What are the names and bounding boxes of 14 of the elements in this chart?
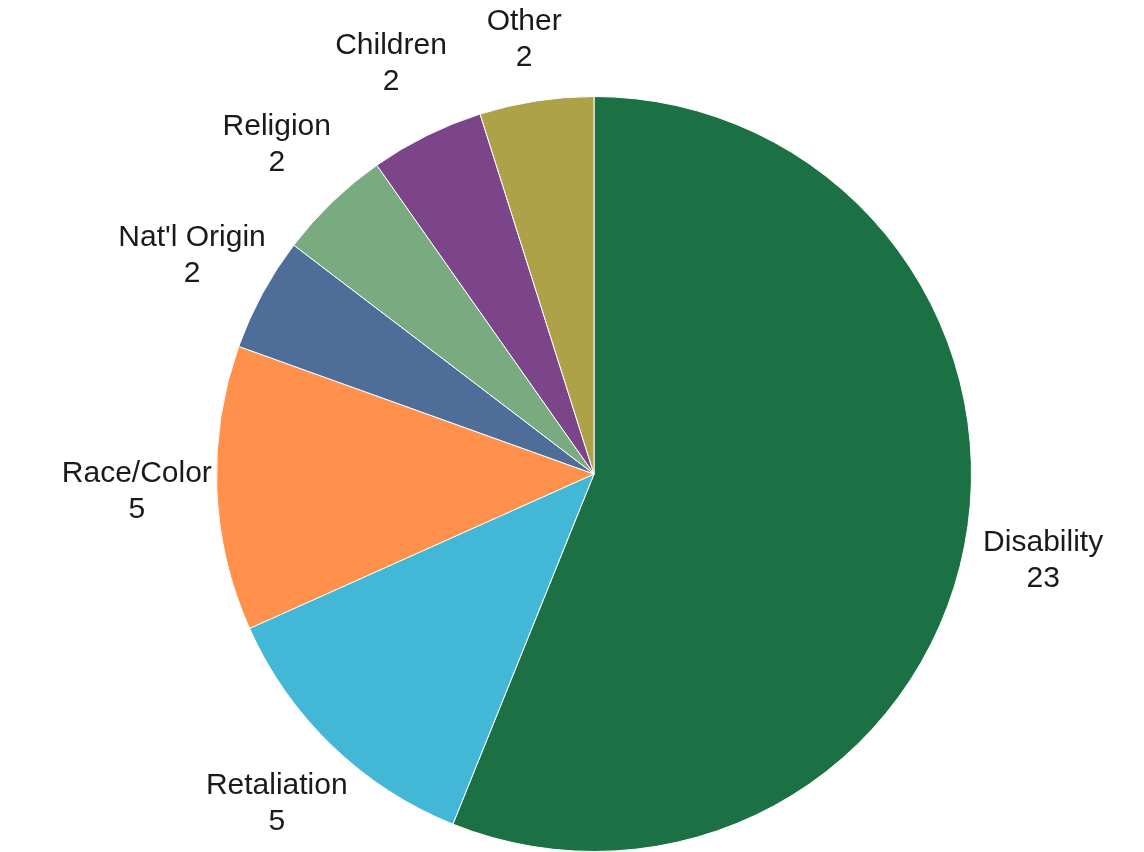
data-label: 2 bbox=[183, 254, 201, 288]
data-label: 2 bbox=[382, 63, 400, 97]
slice-label: Religion bbox=[222, 107, 331, 141]
slice-label: Race/Color bbox=[61, 454, 212, 488]
slice-label: Nat'l Origin bbox=[118, 218, 266, 252]
data-label: 23 bbox=[1026, 560, 1060, 594]
slice-label: Other bbox=[486, 3, 562, 37]
slice-label: Children bbox=[335, 27, 447, 61]
data-label: 5 bbox=[128, 490, 146, 524]
slice-label: Disability bbox=[983, 524, 1104, 558]
data-label: 2 bbox=[268, 143, 286, 177]
data-label: 5 bbox=[268, 802, 286, 836]
slice-label: Retaliation bbox=[205, 766, 348, 800]
data-label: 2 bbox=[515, 39, 533, 73]
